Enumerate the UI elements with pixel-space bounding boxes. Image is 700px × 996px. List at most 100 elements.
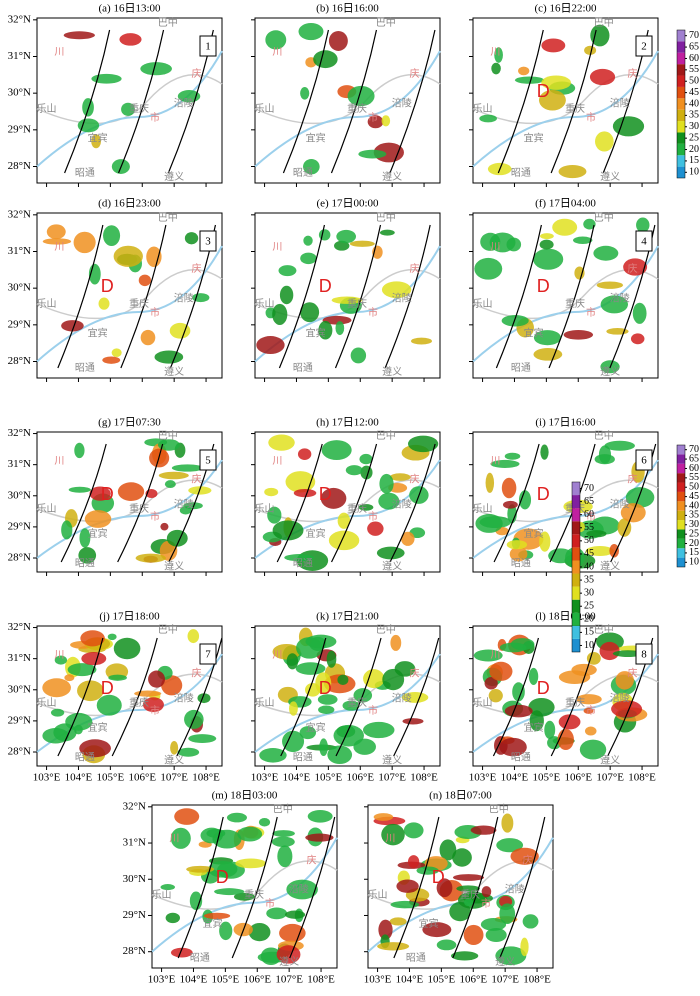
colorbar-label: 30 — [584, 587, 594, 598]
lon-label: 108°E — [628, 772, 656, 784]
echo — [485, 927, 507, 943]
echo — [480, 232, 501, 251]
echo — [74, 724, 83, 735]
colorbar-label: 35 — [689, 110, 699, 121]
echo — [390, 634, 402, 651]
colorbar-swatch — [572, 495, 580, 509]
echo — [313, 50, 338, 69]
echo — [298, 22, 324, 41]
echo — [77, 118, 100, 133]
colorbar-swatch — [677, 52, 685, 65]
echo — [307, 810, 333, 823]
lat-label: 31°N — [8, 50, 31, 62]
streamline — [120, 224, 167, 369]
echo — [300, 302, 320, 323]
echo — [142, 697, 164, 713]
place-name: 川 — [54, 47, 64, 58]
echo — [219, 921, 233, 941]
colorbar-label: 50 — [584, 535, 594, 546]
echo — [278, 265, 297, 277]
place-name: 庆 — [191, 667, 201, 680]
echo — [403, 822, 424, 839]
streamline — [278, 224, 326, 369]
echo — [279, 923, 306, 943]
low-center: D — [319, 678, 332, 698]
lat-label: 28°N — [123, 945, 146, 957]
streamline — [177, 816, 224, 959]
echo — [42, 238, 72, 245]
echo — [61, 320, 84, 332]
place-name: 昭通 — [293, 362, 313, 374]
echo — [609, 544, 620, 558]
echo — [165, 912, 180, 924]
echo — [279, 285, 294, 305]
number-label: 8 — [641, 649, 647, 661]
echo — [576, 694, 602, 705]
place-name: 遵义 — [382, 170, 402, 183]
place-name: 川 — [272, 47, 282, 58]
echo — [293, 488, 317, 498]
echo — [349, 240, 375, 247]
place-name: 涪陵 — [392, 291, 412, 304]
place-name: 涪陵 — [610, 96, 630, 109]
number-box — [635, 35, 653, 57]
echo — [359, 453, 373, 465]
place-name: 重庆 — [565, 297, 585, 310]
lon-label: 106°E — [243, 974, 271, 986]
panel-title: (b) 16日16:00 — [316, 3, 379, 15]
lat-label: 32°N — [8, 208, 31, 220]
lon-label: 105°E — [97, 772, 125, 784]
colorbar-swatch — [572, 560, 580, 574]
number-label: 1 — [205, 41, 211, 53]
echo — [522, 914, 539, 929]
echo — [501, 315, 529, 327]
place-name: 乐山 — [473, 697, 493, 709]
echo — [267, 506, 282, 524]
place-name: 昭通 — [293, 167, 313, 179]
colorbar-label: 70 — [689, 30, 699, 41]
echo — [54, 655, 68, 665]
place-name: 庆 — [522, 853, 532, 866]
echo — [248, 922, 271, 942]
colorbar-label: 10 — [689, 167, 699, 178]
echo — [297, 448, 312, 460]
echo — [390, 900, 420, 909]
echo — [452, 848, 472, 867]
echo — [541, 75, 572, 90]
echo — [50, 708, 65, 717]
place-name: 重庆 — [129, 297, 149, 310]
echo — [376, 546, 405, 560]
lon-label: 108°E — [307, 974, 335, 986]
echo — [358, 149, 387, 159]
echo — [450, 951, 479, 961]
place-name: 昭通 — [293, 558, 313, 570]
echo — [318, 705, 335, 714]
echo — [579, 739, 607, 760]
echo — [485, 472, 495, 493]
boundary — [36, 269, 223, 320]
echo — [276, 945, 301, 964]
colorbar-swatch — [677, 41, 685, 53]
echo — [299, 726, 317, 740]
colorbar-swatch — [677, 121, 685, 133]
echo — [140, 329, 156, 346]
echo — [91, 73, 122, 84]
echo — [208, 860, 238, 878]
echo — [169, 322, 191, 339]
echo — [164, 480, 176, 489]
lon-label: 103°E — [469, 772, 497, 784]
streamline — [330, 29, 378, 174]
echo — [574, 266, 585, 280]
place-name: 宜宾 — [419, 917, 439, 930]
lon-label: 108°E — [192, 772, 220, 784]
echo — [378, 492, 400, 510]
echo — [171, 464, 204, 472]
colorbar-swatch — [677, 473, 685, 483]
place-name: 宜宾 — [306, 527, 326, 540]
echo — [396, 879, 419, 893]
river — [254, 50, 441, 168]
echo — [463, 924, 484, 946]
echo — [68, 486, 91, 493]
echo — [389, 917, 407, 926]
place-name: 巴中 — [158, 429, 178, 442]
